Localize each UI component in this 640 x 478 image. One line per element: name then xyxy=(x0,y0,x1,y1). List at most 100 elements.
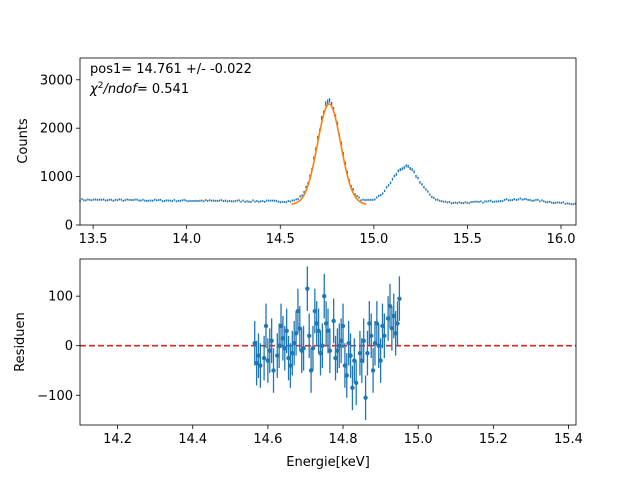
residual-point xyxy=(290,350,295,356)
residual-point xyxy=(316,328,321,334)
top-y-tick-label: 1000 xyxy=(40,170,73,185)
residual-point xyxy=(256,353,261,358)
chi2-annotation: χ2/ndof= 0.541 xyxy=(89,81,189,97)
residual-point xyxy=(308,368,314,373)
residual-point xyxy=(369,333,374,339)
residual-point xyxy=(376,343,381,348)
residual-point xyxy=(278,323,284,329)
residual-point xyxy=(352,358,357,363)
residual-point xyxy=(359,358,365,363)
top-x-tick-label: 14.5 xyxy=(266,232,295,247)
bottom-x-tick-label: 15.0 xyxy=(404,432,433,447)
residual-point xyxy=(395,321,400,326)
chi2-value: = 0.541 xyxy=(137,82,189,97)
residual-point xyxy=(382,333,387,339)
residual-point xyxy=(276,343,282,348)
residual-point xyxy=(335,348,340,353)
residual-point xyxy=(312,308,318,314)
bottom-plot-area xyxy=(80,266,576,421)
residual-point xyxy=(254,360,259,366)
residual-point xyxy=(305,286,310,291)
residual-point xyxy=(301,345,306,351)
residual-point xyxy=(357,350,363,356)
residual-point xyxy=(295,308,301,314)
residual-point xyxy=(333,355,338,361)
bottom-x-tick-label: 14.2 xyxy=(103,432,132,447)
residual-point xyxy=(322,293,327,299)
bottom-x-tick-label: 15.2 xyxy=(479,432,508,447)
residual-point xyxy=(307,333,312,339)
residual-point xyxy=(385,316,391,321)
residual-point xyxy=(344,373,349,378)
top-x-tick-label: 16.0 xyxy=(547,232,576,247)
residual-point xyxy=(374,321,380,326)
residual-point xyxy=(252,341,257,346)
bottom-x-tick-label: 14.8 xyxy=(329,432,358,447)
residual-point xyxy=(258,363,263,368)
top-plot-area xyxy=(79,98,576,206)
residual-point xyxy=(284,328,289,334)
residual-point xyxy=(367,321,372,326)
residual-point xyxy=(380,323,385,329)
bottom-x-tick-label: 15.4 xyxy=(554,432,583,447)
residual-point xyxy=(346,341,351,346)
top-y-tick-label: 3000 xyxy=(40,73,73,88)
fit-curve xyxy=(291,103,367,205)
residual-point xyxy=(297,326,303,331)
residual-point xyxy=(288,363,293,368)
top-x-tick-label: 15.0 xyxy=(359,232,388,247)
top-y-tick-label: 2000 xyxy=(40,122,73,137)
residual-point xyxy=(291,341,297,346)
top-x-ticks: 13.5 14.0 14.5 15.0 15.5 16.0 xyxy=(79,225,576,247)
residual-point xyxy=(263,323,269,329)
residual-point xyxy=(393,331,398,336)
residual-point xyxy=(340,323,346,329)
residual-point xyxy=(348,353,353,358)
top-y-axis-label: Counts xyxy=(16,118,31,164)
top-y-ticks: 0 1000 2000 3000 xyxy=(40,73,80,234)
chi-symbol: χ xyxy=(89,82,99,97)
residual-point xyxy=(363,395,368,400)
residual-point xyxy=(318,350,323,356)
residual-point xyxy=(275,353,280,358)
ndof-text: /ndof xyxy=(102,82,139,97)
residual-point xyxy=(261,355,267,361)
bottom-x-tick-label: 14.6 xyxy=(253,432,282,447)
bottom-panel: 14.2 14.4 14.6 14.8 15.0 15.2 15.4 −100 0 100 Re… xyxy=(13,258,583,470)
residual-point xyxy=(320,343,325,348)
residual-point xyxy=(327,348,333,353)
residual-point xyxy=(389,326,395,331)
residual-point xyxy=(314,321,319,326)
residual-point xyxy=(342,363,348,368)
residual-point xyxy=(269,338,274,343)
residual-point xyxy=(267,348,272,353)
residual-point xyxy=(323,321,329,326)
residual-point xyxy=(338,338,344,343)
top-panel: 13.5 14.0 14.5 15.0 15.5 16.0 0 1000 2000 3000 C… xyxy=(16,57,577,247)
residual-point xyxy=(372,341,378,346)
bottom-y-tick-label: 0 xyxy=(65,339,73,354)
top-x-tick-label: 14.0 xyxy=(172,232,201,247)
residual-point xyxy=(391,313,396,319)
bottom-x-ticks: 14.2 14.4 14.6 14.8 15.0 15.2 15.4 xyxy=(103,425,583,447)
top-axes-frame xyxy=(79,57,577,226)
residual-point xyxy=(365,350,370,356)
residual-point xyxy=(387,303,393,309)
residual-point xyxy=(293,331,299,336)
residual-point xyxy=(286,355,291,361)
top-x-tick-label: 15.5 xyxy=(453,232,482,247)
residual-point xyxy=(397,296,402,301)
fit-position-annotation: pos1= 14.761 +/- -0.022 xyxy=(90,62,252,77)
residual-point xyxy=(353,380,359,386)
residual-point xyxy=(280,336,286,341)
residual-point xyxy=(337,343,342,348)
residual-point xyxy=(271,368,276,373)
residual-point xyxy=(378,358,383,363)
residual-point xyxy=(265,358,271,363)
residual-point xyxy=(370,368,376,373)
bottom-y-tick-label: −100 xyxy=(37,389,73,404)
residual-point xyxy=(282,345,287,351)
bottom-x-tick-label: 14.4 xyxy=(178,432,207,447)
residual-point xyxy=(361,338,366,343)
